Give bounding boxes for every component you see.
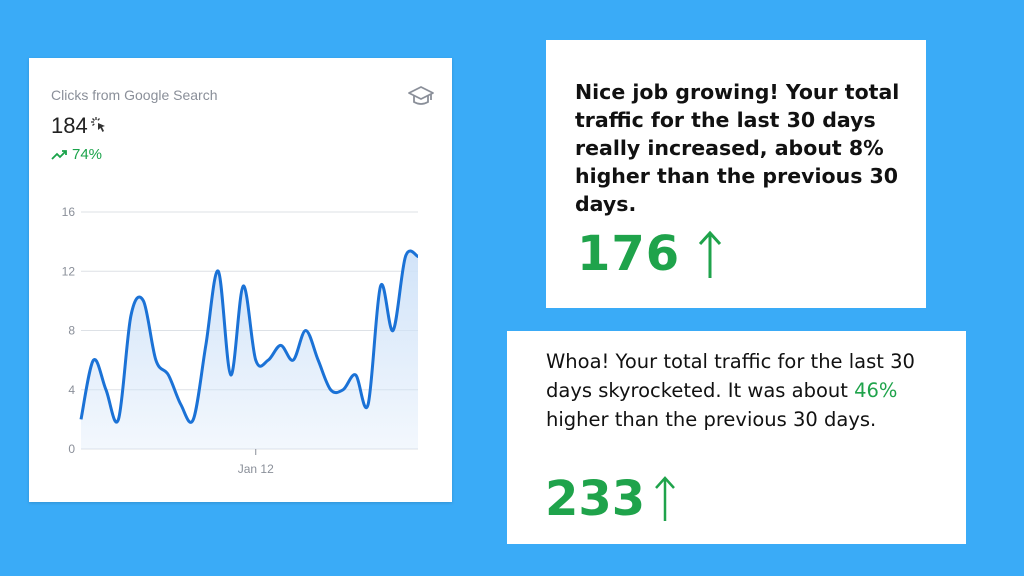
y-tick-label: 16 (62, 205, 76, 219)
x-tick-label: Jan 12 (238, 462, 274, 476)
clicks-card: Clicks from Google Search 184 74% 0 4 8 12 1… (29, 58, 452, 502)
message-2-number: 233 (545, 471, 646, 527)
y-tick-label: 12 (62, 264, 76, 278)
y-tick-label: 0 (68, 442, 75, 456)
message-2-text: Whoa! Your total traffic for the last 30… (546, 347, 946, 434)
message-1-text: Nice job growing! Your total traffic for… (575, 80, 900, 216)
series-line (79, 249, 419, 424)
series-area (81, 250, 418, 449)
message-card-2: Whoa! Your total traffic for the last 30… (507, 331, 966, 544)
clicks-value: 184 (51, 113, 88, 138)
cursor-click-icon (91, 117, 105, 132)
trend-percent: 74% (72, 146, 103, 163)
message-card-1: Nice job growing! Your total traffic for… (546, 40, 926, 308)
arrow-up-icon (698, 230, 722, 278)
message-2-text-before: Whoa! Your total traffic for the last 30… (546, 350, 915, 402)
message-1-number: 176 (577, 226, 681, 282)
message-2-text-after: higher than the previous 30 days. (546, 408, 877, 431)
y-tick-label: 4 (68, 383, 75, 397)
card-title: Clicks from Google Search (51, 87, 218, 103)
y-tick-label: 8 (68, 324, 75, 338)
clicks-line-chart: 0 4 8 12 16 Jan 12 (62, 205, 419, 476)
trending-up-icon (51, 149, 67, 160)
message-2-percent: 46% (854, 379, 898, 402)
arrow-up-icon (655, 476, 675, 521)
trend-indicator: 74% (51, 146, 102, 163)
graduation-cap-icon[interactable] (407, 84, 435, 108)
